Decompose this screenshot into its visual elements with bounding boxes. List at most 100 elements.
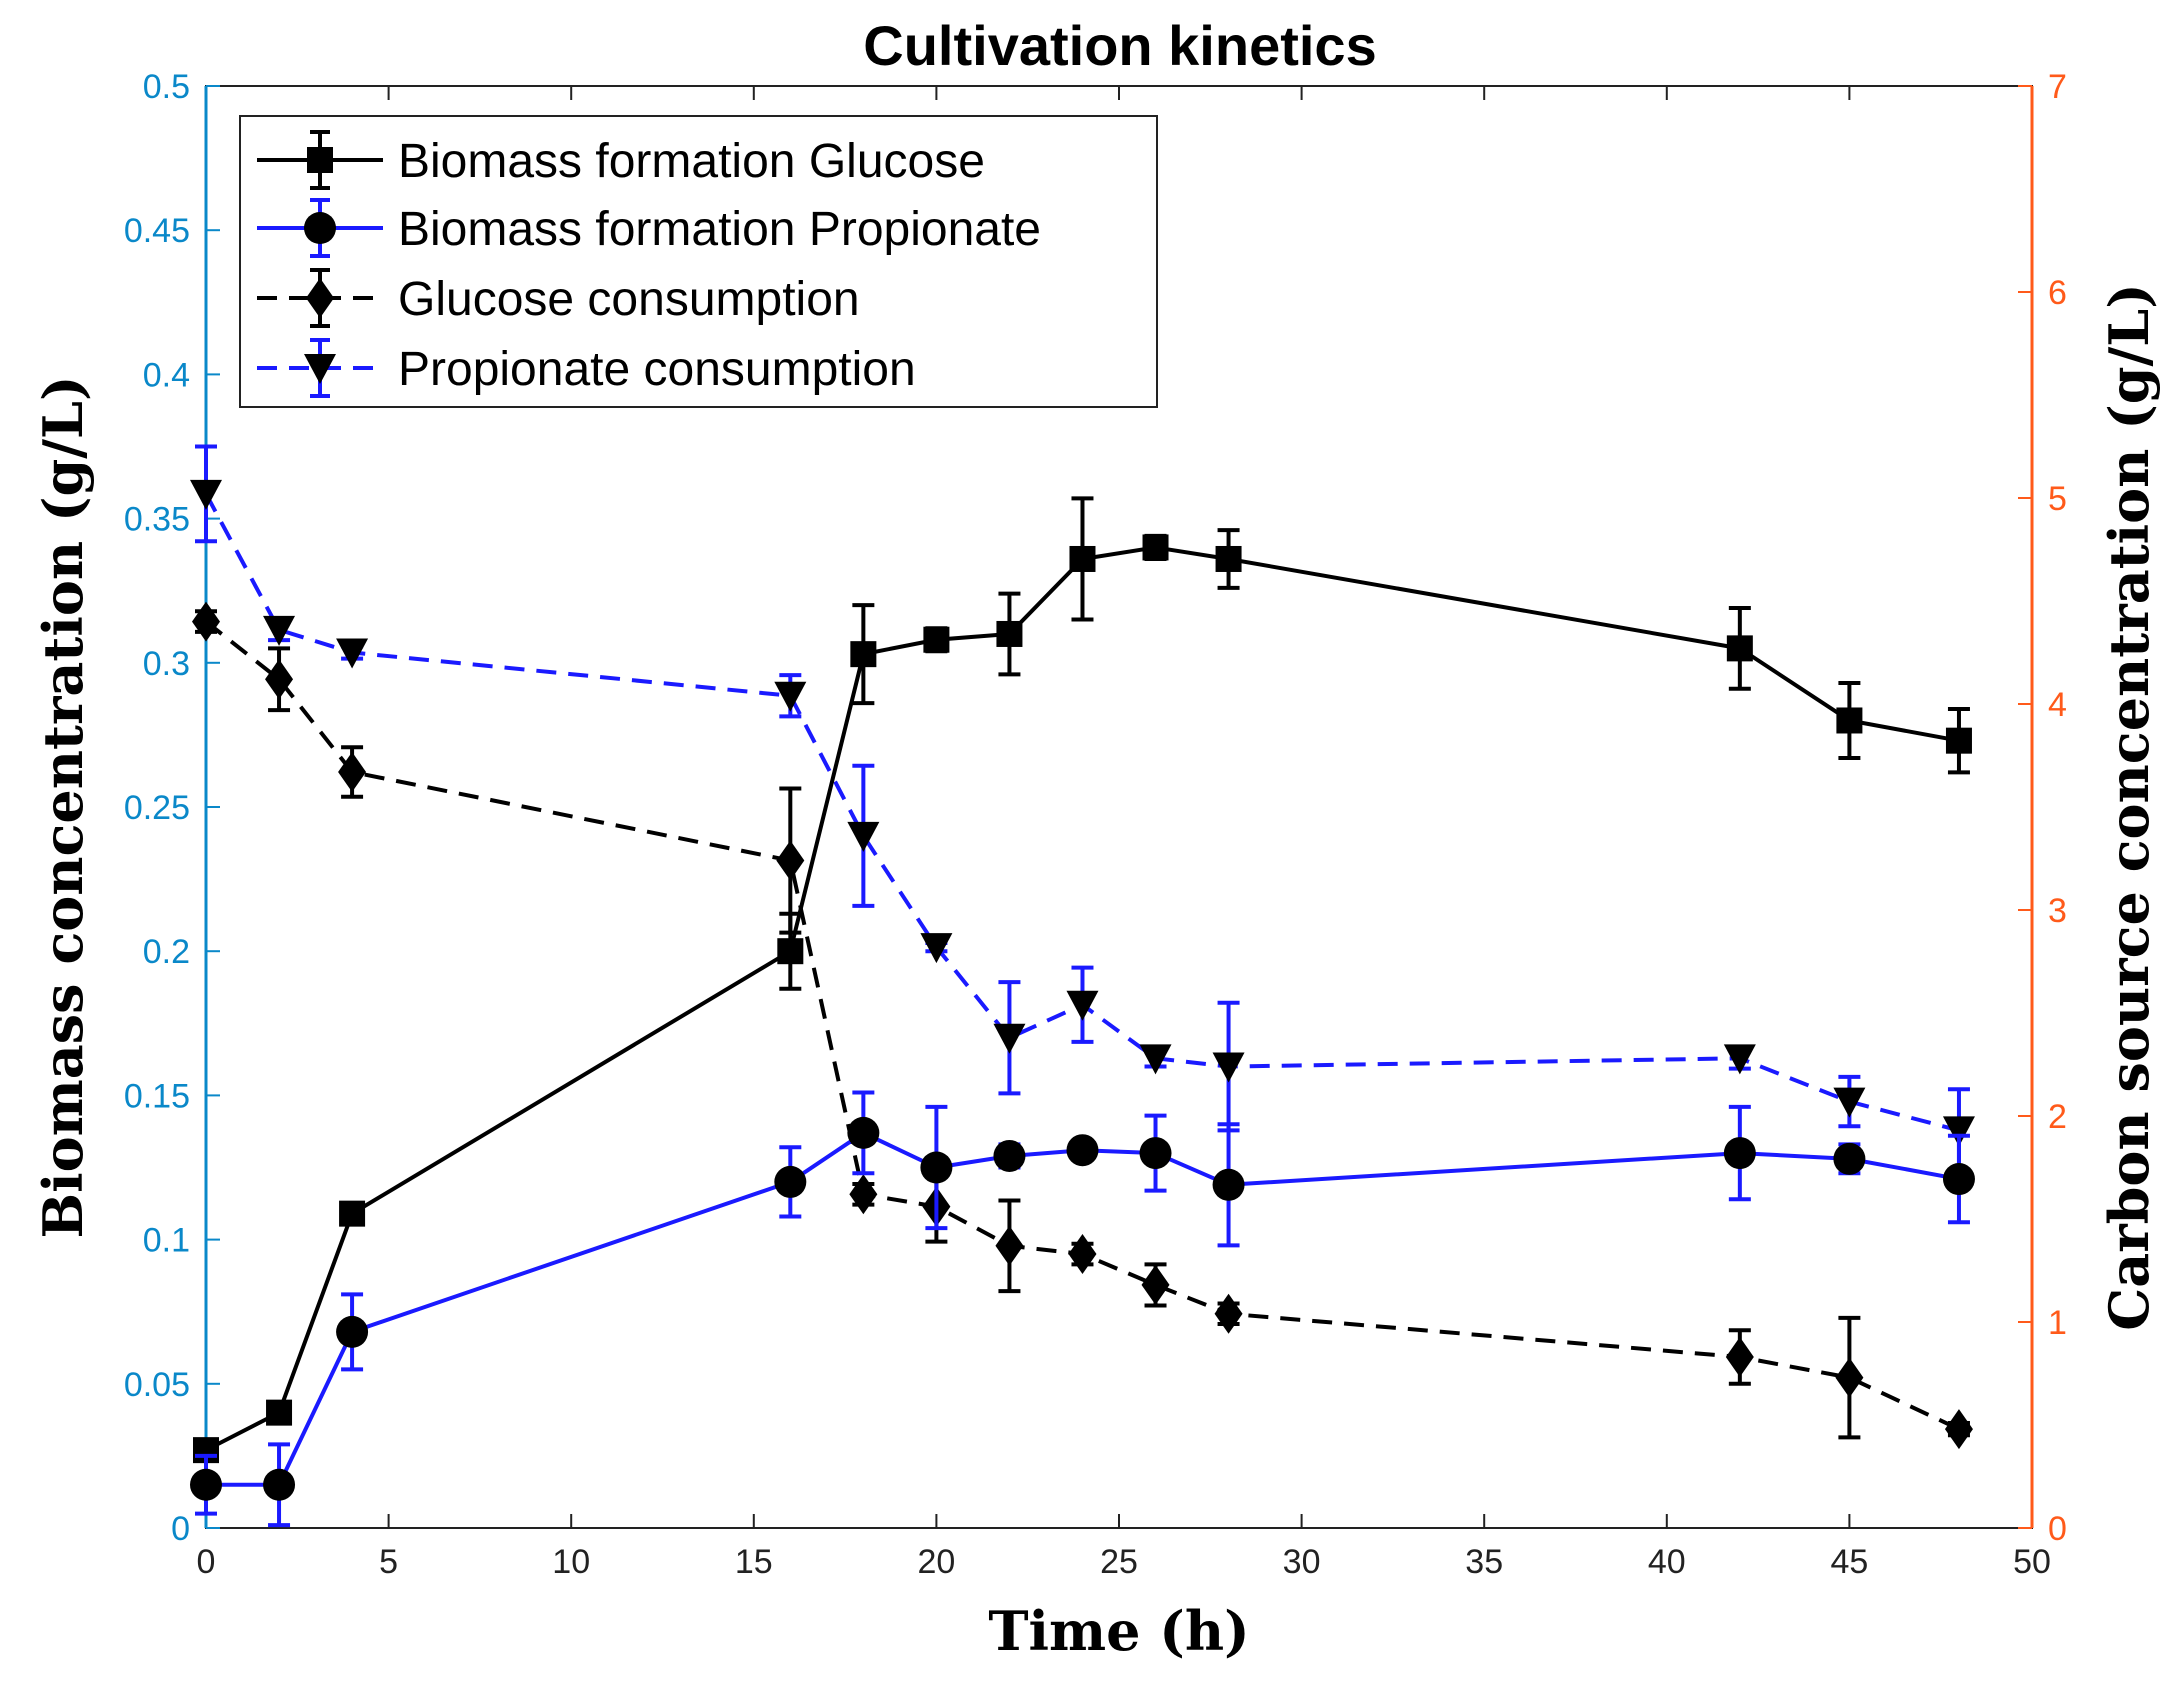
biomass-formation-glucose-point: [1215, 545, 1242, 572]
y-axis-right: 0 1 2 3 4 5 6 7: [2018, 68, 2067, 1548]
glucose-consumption-point: [1835, 1357, 1864, 1398]
legend-entry-glucose-consumption: Glucose consumption: [257, 268, 860, 328]
biomass-formation-propionate-point: [1066, 1134, 1099, 1167]
series-layer: [190, 444, 1975, 1528]
y-right-tick-label: 0: [2048, 1510, 2067, 1548]
y-left-tick-label: 0.5: [143, 68, 190, 106]
y-axis-label-left: Biomass concentration (g/L): [31, 375, 95, 1238]
biomass-formation-glucose-point: [777, 938, 804, 965]
biomass-formation-glucose-point: [1726, 635, 1753, 662]
y-axis-left: 0 0.05 0.1 0.15 0.2 0.25 0.3 0.35 0.4 0.45 0.5: [124, 68, 220, 1548]
y-left-tick-label: 0.25: [124, 789, 190, 827]
propionate-consumption-point: [263, 615, 296, 646]
propionate-consumption-point: [1942, 1116, 1975, 1147]
glucose-consumption-point: [849, 1174, 878, 1215]
x-axis: 0 5 10 15 20 25 30 35 40 45 50: [197, 86, 2051, 1581]
x-tick-label: 15: [735, 1543, 773, 1581]
biomass-formation-glucose-point: [996, 620, 1023, 647]
biomass-formation-glucose-point: [1142, 534, 1169, 561]
propionate-consumption-point: [1066, 990, 1099, 1021]
propionate-consumption-point: [920, 933, 953, 964]
legend-marker-biomass-formation-glucose: [307, 147, 333, 173]
legend-label-biomass-formation-glucose: Biomass formation Glucose: [398, 135, 985, 188]
glucose-consumption-point: [1944, 1409, 1973, 1450]
y-left-tick-label: 0.35: [124, 501, 190, 539]
x-tick-label: 0: [197, 1543, 216, 1581]
biomass-formation-propionate-point: [993, 1139, 1026, 1172]
propionate-consumption-series: [190, 444, 1975, 1174]
y-right-tick-label: 4: [2048, 686, 2067, 724]
biomass-formation-propionate-point: [1139, 1137, 1172, 1170]
y-left-tick-label: 0.3: [143, 645, 190, 683]
biomass-formation-propionate-point: [920, 1151, 953, 1184]
propionate-consumption-point: [1139, 1044, 1172, 1075]
x-tick-label: 30: [1283, 1543, 1321, 1581]
biomass-formation-glucose-point: [1836, 707, 1863, 734]
glucose-consumption-point: [338, 751, 367, 792]
glucose-consumption-point: [1725, 1337, 1754, 1378]
propionate-consumption-point: [336, 638, 369, 669]
propionate-consumption-point: [993, 1023, 1026, 1054]
glucose-consumption-point: [776, 840, 805, 881]
y-left-tick-label: 0.4: [143, 356, 190, 394]
y-left-tick-label: 0.2: [143, 933, 190, 971]
propionate-consumption-point: [1833, 1087, 1866, 1118]
legend-label-biomass-formation-propionate: Biomass formation Propionate: [398, 203, 1041, 256]
glucose-consumption-series: [192, 601, 1973, 1450]
y-left-tick-label: 0: [171, 1510, 190, 1548]
propionate-consumption-point: [774, 681, 807, 712]
glucose-consumption-point: [1141, 1264, 1170, 1305]
legend-box: [239, 115, 1158, 408]
propionate-consumption-point: [190, 479, 222, 510]
x-tick-label: 45: [1830, 1543, 1868, 1581]
x-tick-label: 10: [552, 1543, 590, 1581]
glucose-consumption-point: [1068, 1234, 1097, 1275]
biomass-formation-propionate-point: [190, 1468, 222, 1501]
glucose-consumption-point: [995, 1225, 1024, 1266]
y-right-tick-label: 3: [2048, 892, 2067, 930]
biomass-formation-glucose-point: [923, 626, 950, 653]
y-axis-label-right: Carbon source concentration (g/L): [2097, 283, 2161, 1331]
biomass-formation-propionate-series: [190, 1090, 1975, 1528]
biomass-formation-glucose-point: [850, 641, 877, 668]
legend-entry-propionate-consumption: Propionate consumption: [257, 338, 916, 398]
biomass-formation-propionate-point: [336, 1315, 369, 1348]
biomass-formation-glucose-point: [339, 1200, 366, 1227]
biomass-formation-propionate-point: [1833, 1142, 1866, 1175]
x-tick-label: 50: [2013, 1543, 2051, 1581]
y-left-tick-label: 0.15: [124, 1077, 190, 1115]
x-tick-label: 35: [1465, 1543, 1503, 1581]
biomass-formation-propionate-point: [1212, 1168, 1245, 1201]
propionate-consumption-point: [847, 821, 880, 852]
biomass-formation-glucose-point: [266, 1399, 293, 1426]
biomass-formation-propionate-point: [263, 1468, 296, 1501]
y-right-tick-label: 5: [2048, 480, 2067, 518]
legend: Biomass formation Glucose Biomass formati…: [239, 115, 1158, 408]
biomass-formation-propionate-point: [1942, 1163, 1975, 1196]
y-right-tick-label: 2: [2048, 1098, 2067, 1136]
biomass-formation-glucose-point: [1069, 545, 1096, 572]
y-right-tick-label: 6: [2048, 274, 2067, 312]
legend-marker-biomass-formation-propionate: [304, 212, 336, 244]
y-left-tick-label: 0.1: [143, 1222, 190, 1260]
legend-label-propionate-consumption: Propionate consumption: [398, 343, 916, 396]
propionate-consumption-point: [1723, 1044, 1756, 1075]
glucose-consumption-point: [1214, 1293, 1243, 1334]
y-left-tick-label: 0.05: [124, 1366, 190, 1404]
legend-marker-glucose-consumption: [306, 278, 334, 318]
legend-entry-biomass-formation-glucose: Biomass formation Glucose: [257, 130, 985, 190]
biomass-formation-glucose-point: [1945, 727, 1972, 754]
x-tick-label: 20: [917, 1543, 955, 1581]
glucose-consumption-point: [265, 659, 294, 700]
propionate-consumption-point: [1212, 1052, 1245, 1083]
glucose-consumption-point: [192, 601, 220, 642]
biomass-formation-propionate-point: [847, 1116, 880, 1149]
y-right-tick-label: 1: [2048, 1304, 2067, 1342]
legend-label-glucose-consumption: Glucose consumption: [398, 273, 860, 326]
legend-entry-biomass-formation-propionate: Biomass formation Propionate: [257, 198, 1041, 258]
legend-marker-propionate-consumption: [304, 354, 336, 384]
biomass-formation-propionate-point: [774, 1165, 807, 1198]
y-left-tick-label: 0.45: [124, 212, 190, 250]
x-axis-label: Time (h): [988, 1599, 1249, 1663]
